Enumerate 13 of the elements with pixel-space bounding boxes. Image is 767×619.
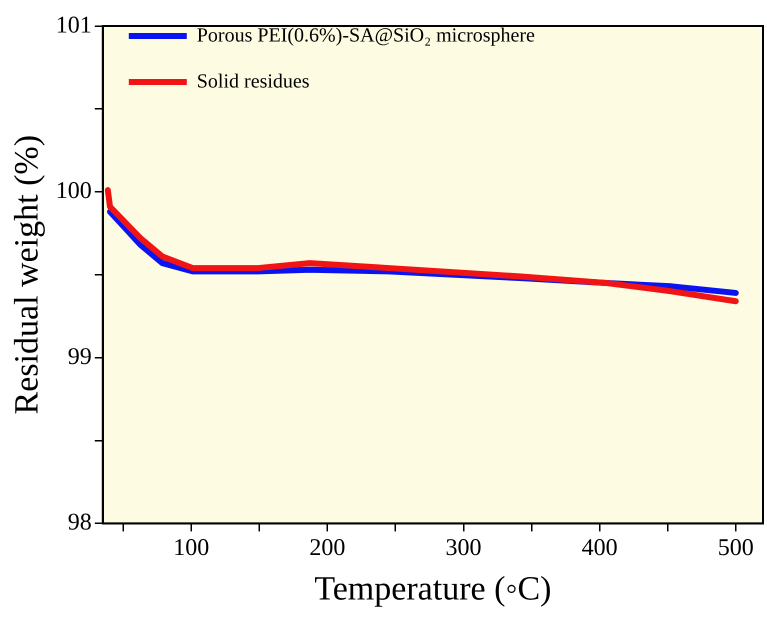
x-tick-label: 200: [309, 535, 346, 562]
x-tick-label: 400: [582, 535, 618, 562]
legend-label: Solid residues: [196, 70, 310, 92]
y-tick-label: 98: [68, 510, 92, 536]
x-tick-label: 300: [446, 535, 482, 562]
legend-label: Porous PEI(0.6%)-SA@SiO₂ microsphere: [196, 24, 536, 46]
y-tick-label: 101: [56, 12, 92, 38]
y-tick-label: 99: [68, 344, 92, 370]
x-axis-title: Temperature (◦C): [314, 570, 552, 608]
y-tick-label: 100: [56, 178, 92, 204]
x-tick-label: 500: [718, 535, 754, 562]
y-axis-title: Residual weight (%): [8, 134, 46, 414]
x-tick-label: 100: [173, 535, 210, 562]
